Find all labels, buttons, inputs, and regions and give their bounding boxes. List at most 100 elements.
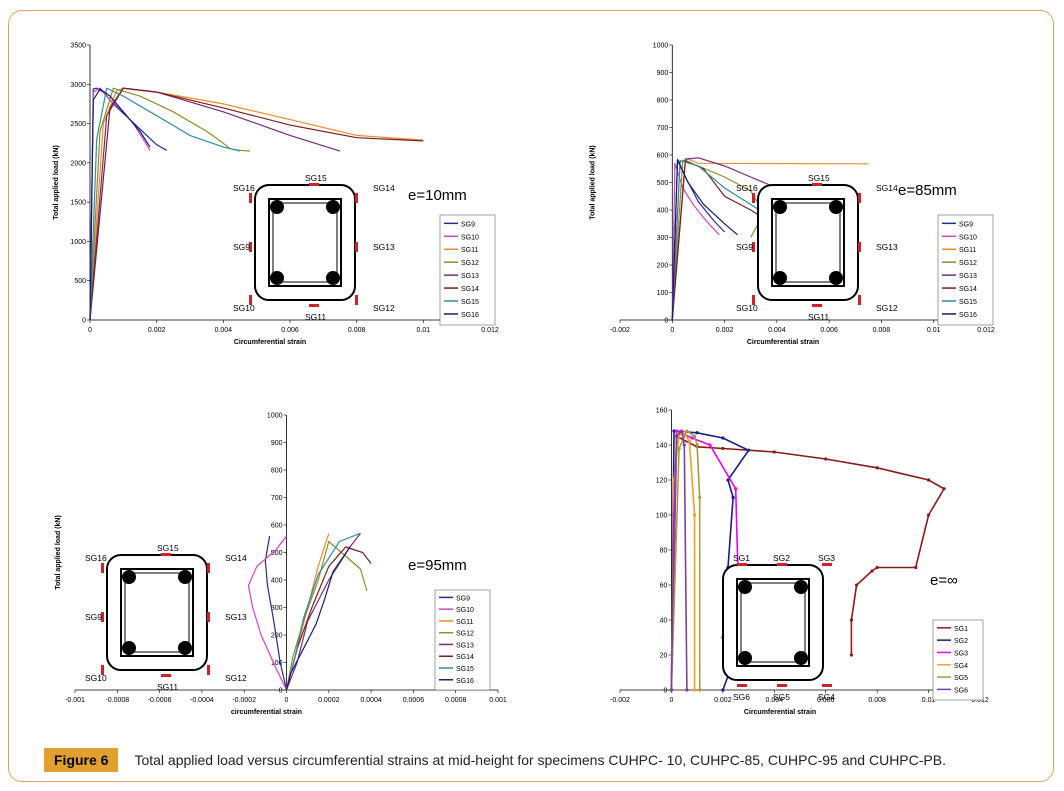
y-tick-label: 0 [664, 318, 668, 325]
x-axis-label: circumferential strain [231, 709, 302, 716]
strain-gauge-mark [207, 563, 210, 573]
series-point-sg6 [680, 429, 684, 433]
gauge-label-sg9: SG9 [736, 242, 753, 252]
stirrup [740, 582, 806, 663]
strain-gauge-mark [309, 304, 319, 307]
strain-gauge-mark [777, 563, 787, 566]
y-tick-label: 20 [660, 653, 668, 660]
series-line-sg9 [264, 535, 288, 691]
rebar [794, 651, 808, 665]
series-point-sg1 [854, 583, 859, 587]
y-tick-label: 300 [657, 235, 669, 242]
legend-entry-sg14: SG14 [461, 286, 479, 293]
x-tick-label: 0.006 [817, 697, 835, 704]
gauge-label-sg1: SG1 [733, 553, 750, 563]
x-tick-label: 0.006 [281, 327, 299, 334]
rebar [122, 570, 136, 584]
strain-gauge-mark [161, 553, 171, 556]
strain-gauge-mark [752, 242, 755, 252]
gauge-label-sg10: SG10 [233, 303, 255, 313]
strain-gauge-mark [249, 242, 252, 252]
series-point-sg6 [685, 688, 689, 692]
series-line-sg15 [285, 532, 361, 691]
y-tick-label: 800 [657, 98, 669, 105]
x-tick-label: 0.004 [768, 327, 786, 334]
y-tick-label: 500 [657, 180, 669, 187]
gauge-label-sg9: SG9 [85, 612, 102, 622]
inner-core [736, 578, 810, 667]
legend-entry-sg6: SG6 [954, 687, 968, 694]
gauge-label-sg11: SG11 [808, 312, 829, 322]
series-point-sg1 [926, 513, 931, 517]
y-tick-label: 60 [660, 583, 668, 590]
series-line-sg1 [670, 435, 946, 691]
y-tick-label: 700 [271, 495, 283, 502]
series-point-sg5 [677, 446, 681, 451]
x-tick-label: 0.001 [489, 697, 507, 704]
series-line-sg14 [671, 159, 778, 321]
strain-gauge-mark [737, 684, 747, 687]
strain-gauge-mark [355, 295, 358, 305]
series-point-sg5 [685, 429, 689, 433]
y-tick-label: 0 [82, 318, 86, 325]
series-point-sg6 [669, 688, 674, 692]
inner-core [120, 568, 194, 657]
rebar [738, 651, 752, 665]
rebar [270, 200, 284, 214]
y-tick-label: 500 [271, 550, 283, 557]
y-tick-label: 3500 [70, 43, 86, 50]
x-axis-label: Circumferential strain [744, 709, 816, 716]
strain-gauge-mark [858, 242, 861, 252]
series-line-sg15 [671, 159, 778, 321]
series-point-sg5 [698, 495, 702, 500]
legend-entry-sg15: SG15 [456, 666, 474, 673]
strain-gauge-mark [812, 183, 822, 186]
strain-gauge-mark [101, 612, 104, 622]
stirrup [775, 202, 841, 283]
y-axis-label: Total applied load (kN) [55, 515, 62, 590]
legend-entry-sg16: SG16 [456, 678, 474, 685]
y-tick-label: 1000 [267, 413, 283, 420]
inner-core [771, 198, 845, 287]
legend-entry-sg11: SG11 [456, 619, 473, 626]
gauge-label-sg15: SG15 [305, 173, 327, 183]
y-tick-label: 1500 [70, 200, 86, 207]
legend-entry-sg16: SG16 [461, 312, 479, 319]
legend-entry-sg13: SG13 [456, 642, 474, 649]
x-tick-label: -0.0002 [232, 697, 256, 704]
series-point-sg5 [698, 688, 702, 692]
series-line-sg13 [285, 532, 361, 691]
x-tick-label: 0.01 [927, 327, 941, 334]
y-tick-label: 2500 [70, 121, 86, 128]
x-tick-label: 0.0002 [318, 697, 340, 704]
legend-entry-sg5: SG5 [954, 675, 968, 682]
series-point-sg1 [772, 450, 776, 454]
x-tick-label: 0 [88, 327, 92, 334]
strain-gauge-mark [101, 563, 104, 573]
series-line-sg12 [285, 540, 368, 691]
legend-entry-sg12: SG12 [461, 260, 479, 267]
rebar [829, 271, 843, 285]
x-tick-label: 0 [670, 327, 674, 334]
legend-box [439, 214, 496, 326]
y-tick-label: 2000 [70, 160, 86, 167]
gauge-label-sg13: SG13 [373, 242, 395, 252]
strain-gauge-mark [249, 295, 252, 305]
series-point-sg2 [726, 478, 730, 482]
series-line-sg9 [671, 160, 726, 321]
series-point-sg1 [942, 487, 946, 491]
series-line-sg16 [285, 546, 351, 691]
series-point-sg2 [721, 688, 725, 692]
x-axis-label: Circumferential strain [747, 339, 819, 346]
legend-entry-sg9: SG9 [461, 221, 475, 228]
eccentricity-label: e=85mm [898, 182, 957, 199]
y-tick-label: 300 [271, 605, 283, 612]
x-tick-label: 0.012 [971, 697, 989, 704]
strain-gauge-mark [207, 612, 210, 622]
gauge-label-sg6: SG6 [733, 692, 750, 702]
x-tick-label: 0.008 [873, 327, 891, 334]
y-axis-label: Total applied load (kN) [589, 145, 596, 220]
gauge-label-sg10: SG10 [85, 673, 107, 683]
x-axis-label: Circumferential strain [234, 339, 306, 346]
series-line-sg16 [89, 88, 151, 321]
